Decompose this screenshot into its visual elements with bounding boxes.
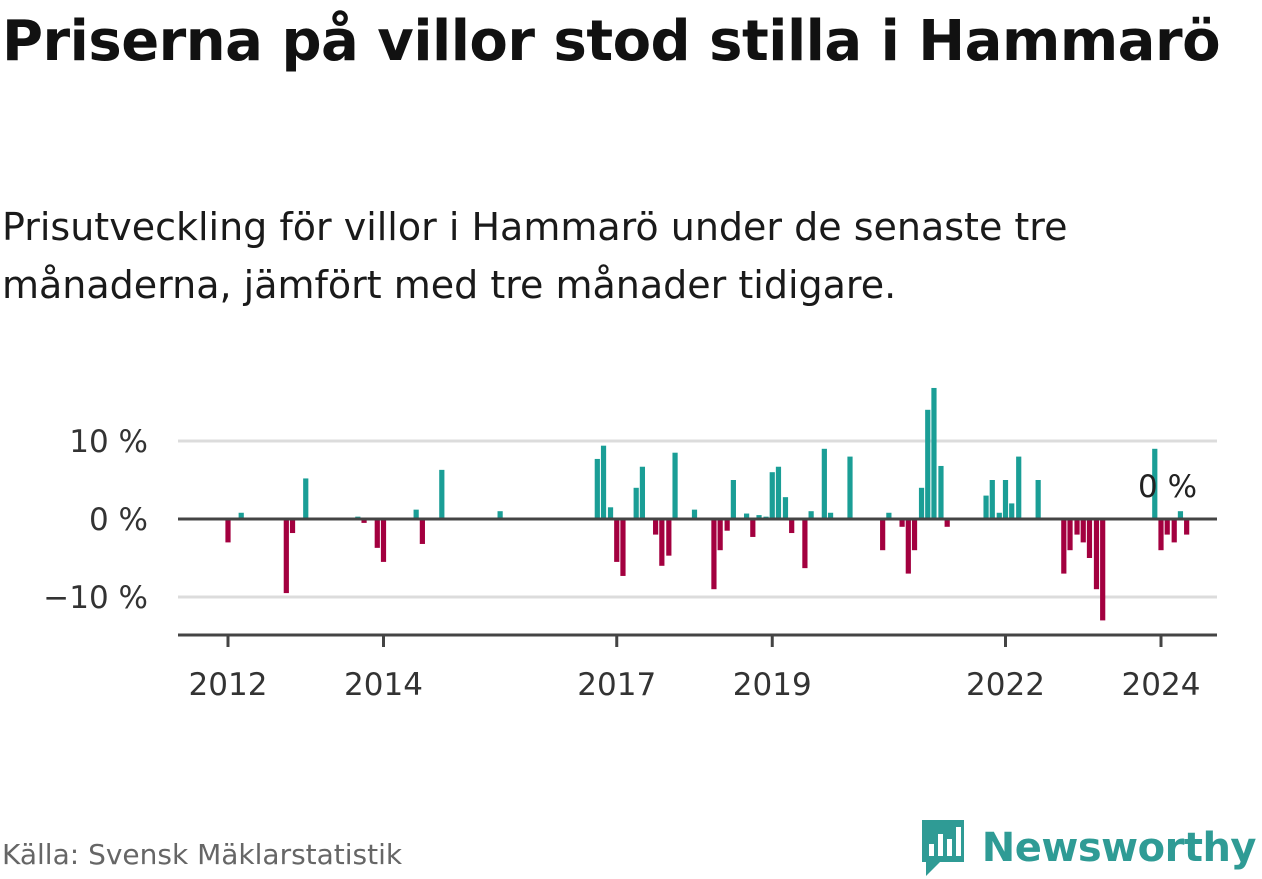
bar [996, 512, 1002, 519]
x-tick-label: 2024 [1122, 667, 1201, 703]
bar [886, 512, 892, 519]
bar [821, 448, 827, 519]
bar [691, 509, 698, 519]
bar [653, 519, 659, 535]
grid-layer [178, 439, 1217, 599]
bar [925, 409, 931, 519]
x-tick-label: 2012 [189, 667, 268, 703]
bar [1100, 519, 1106, 621]
bar [730, 480, 736, 519]
axis-layer: 10 % 0 % −10 % 2012 2014 2017 2019 2022 2024 [43, 424, 1217, 703]
bar [614, 519, 620, 562]
x-tick-label: 2014 [344, 667, 423, 703]
bar [750, 519, 756, 537]
bar [756, 515, 762, 519]
bar [911, 519, 918, 551]
bar [931, 387, 937, 519]
bar [918, 487, 925, 519]
brand-logo: Newsworthy [918, 818, 1257, 878]
bar [1086, 519, 1093, 558]
y-tick-label: 0 % [89, 502, 148, 538]
bar [944, 519, 950, 527]
bar [1177, 511, 1184, 519]
bar [289, 519, 296, 534]
y-tick-label: −10 % [43, 580, 148, 616]
bar [1002, 480, 1009, 519]
bar [827, 512, 834, 519]
bar [1152, 448, 1158, 519]
bar [439, 469, 445, 519]
bar [303, 478, 309, 519]
bar [782, 497, 789, 519]
bar [225, 519, 231, 543]
bar [666, 519, 672, 556]
bar [419, 519, 425, 544]
last-value-label: 0 % [1138, 469, 1197, 505]
bar [1035, 480, 1041, 519]
bar [717, 519, 723, 551]
bar [633, 487, 639, 519]
bar [620, 519, 626, 576]
source-note: Källa: Svensk Mäklarstatistik [2, 838, 403, 871]
newsworthy-logo-icon [921, 820, 964, 876]
bar [743, 513, 750, 519]
bar [672, 452, 678, 519]
bar [1009, 503, 1015, 519]
bar [880, 519, 886, 551]
bar [238, 512, 244, 519]
bar [905, 519, 911, 574]
bar [724, 519, 730, 531]
bar [1061, 519, 1067, 574]
chart-title: Priserna på villor stod stilla i Hammarö [2, 9, 1221, 74]
bar [600, 445, 607, 519]
bar [497, 511, 503, 519]
y-tick-label: 10 % [69, 424, 148, 460]
bar [659, 519, 665, 566]
bar [361, 519, 367, 523]
bar [899, 519, 905, 527]
bars-layer [225, 387, 1190, 621]
bar [1158, 519, 1164, 551]
bar [1067, 519, 1073, 551]
bar [1016, 456, 1022, 519]
brand-name: Newsworthy [981, 825, 1257, 871]
bar [808, 511, 814, 519]
bar [1093, 519, 1100, 590]
bar [607, 507, 614, 519]
bar [283, 519, 289, 594]
bar [769, 472, 775, 519]
bar [938, 465, 944, 519]
bar [802, 519, 808, 569]
x-tick-label: 2017 [577, 667, 656, 703]
bar [413, 509, 419, 519]
bar [711, 519, 717, 590]
bar [1164, 519, 1170, 535]
bar [983, 495, 989, 519]
x-tick-label: 2022 [966, 667, 1045, 703]
bar [639, 466, 646, 519]
bar [594, 458, 600, 519]
label-layer: 0 % [1138, 469, 1197, 505]
bar [989, 480, 995, 519]
bar [847, 456, 853, 519]
bar [775, 466, 782, 519]
bar [789, 519, 795, 534]
bar [1080, 519, 1086, 543]
x-tick-label: 2019 [733, 667, 812, 703]
bar [1184, 519, 1190, 535]
bar [380, 519, 387, 562]
bar [1074, 519, 1080, 535]
bar [374, 519, 380, 548]
bar [1171, 519, 1177, 543]
chart-subtitle: Prisutveckling för villor i Hammarö unde… [2, 205, 1068, 307]
